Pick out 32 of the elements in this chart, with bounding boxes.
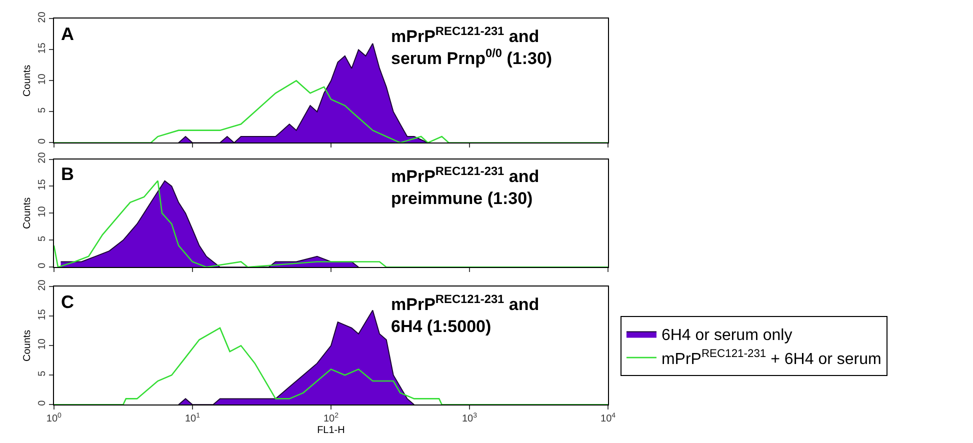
- annotation: C: [61, 292, 74, 312]
- legend-label: 6H4 or serum only: [661, 326, 792, 344]
- y-tick-label: 0: [36, 262, 48, 268]
- text: mPrP$^{REC121-231}$ and serum Prnp$^{0/0}$ (1:30): [391, 24, 552, 68]
- y-tick-label: 15: [36, 308, 48, 320]
- y-axis-title: Counts: [22, 64, 33, 97]
- y-tick-label: 15: [36, 178, 48, 190]
- y-tick-label: 0: [36, 138, 48, 144]
- y-tick-label: 10: [36, 338, 48, 350]
- y-tick-label: 5: [36, 370, 48, 376]
- x-tick-label: 10$^{1}$: [184, 412, 200, 425]
- annotation: mPrP$^{REC121-231}$ and preimmune (1:30): [391, 164, 540, 208]
- y-tick-label: 20: [36, 11, 48, 23]
- y-tick-label: 20: [36, 279, 48, 291]
- y-axis-title: Counts: [22, 197, 33, 230]
- y-tick-label: 5: [36, 235, 48, 242]
- y-tick-label: 5: [36, 107, 48, 114]
- y-tick-label: 15: [36, 42, 48, 54]
- x-tick-label: 10$^{2}$: [323, 412, 339, 425]
- y-tick-label: 0: [36, 400, 48, 406]
- y-tick-label: 20: [36, 152, 48, 164]
- annotation: B: [61, 164, 74, 184]
- legend-label: mPrP$^{REC121-231}$ + 6H4 or serum: [661, 348, 882, 368]
- annotation: A: [61, 24, 74, 44]
- x-axis-title: FL1-H: [317, 425, 345, 436]
- y-tick-label: 10: [36, 206, 48, 218]
- y-axis-title: Counts: [22, 330, 33, 362]
- x-tick-label: 10$^{4}$: [600, 412, 616, 425]
- x-tick-label: 10$^{3}$: [462, 412, 478, 425]
- y-tick-label: 10: [36, 73, 48, 85]
- annotation: mPrP$^{REC121-231}$ and 6H4 (1:5000): [391, 292, 540, 336]
- x-tick-label: 10$^{0}$: [46, 412, 62, 425]
